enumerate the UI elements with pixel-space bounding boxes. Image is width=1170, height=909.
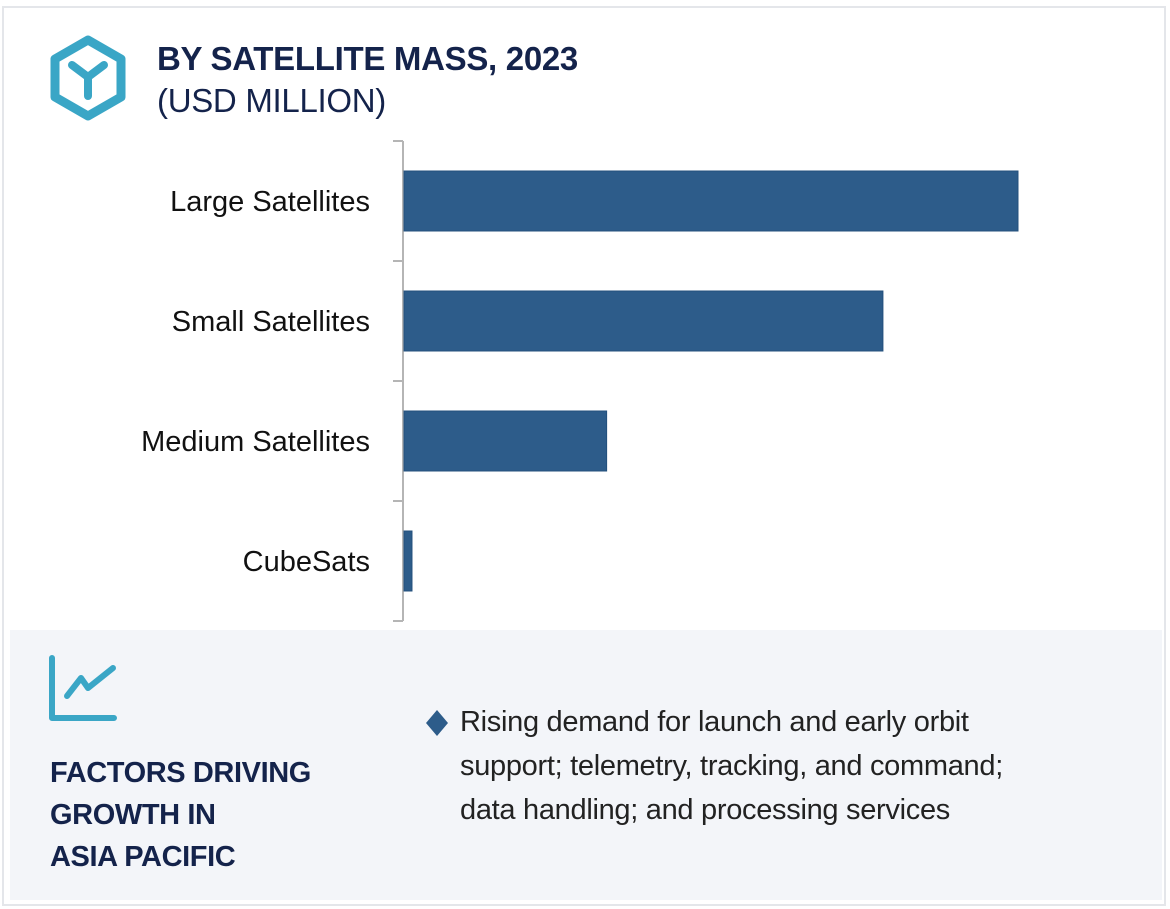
chart-title: BY SATELLITE MASS, 2023 — [157, 40, 578, 77]
bar-chart: Large Satellites Small Satellites Medium S… — [141, 140, 1019, 622]
factor-item: Rising demand for launch and early orbit… — [460, 700, 1100, 832]
bar-small-satellites — [403, 290, 884, 352]
factor-line: Rising demand for launch and early orbit — [460, 706, 969, 738]
factor-line: data handling; and processing services — [460, 794, 950, 826]
factors-title-line: FACTORS DRIVING — [50, 757, 311, 789]
factors-title: FACTORS DRIVING GROWTH IN ASIA PACIFIC — [50, 752, 370, 878]
line-chart-growth-icon — [49, 655, 117, 721]
factors-panel — [10, 630, 1162, 900]
bar-cubesats — [403, 530, 413, 592]
factor-line: support; telemetry, tracking, and comman… — [460, 750, 1003, 782]
hexagon-y-logo-icon — [50, 35, 126, 121]
factors-title-line: GROWTH IN — [50, 799, 216, 831]
bar-large-satellites — [403, 170, 1019, 232]
category-label: Small Satellites — [172, 306, 370, 338]
factors-title-line: ASIA PACIFIC — [50, 841, 236, 873]
category-label: Medium Satellites — [141, 426, 370, 458]
diamond-bullet-icon — [426, 710, 448, 736]
category-label: Large Satellites — [170, 186, 370, 218]
category-label: CubeSats — [243, 546, 370, 578]
chart-subtitle: (USD MILLION) — [157, 82, 386, 119]
bar-medium-satellites — [403, 410, 608, 472]
